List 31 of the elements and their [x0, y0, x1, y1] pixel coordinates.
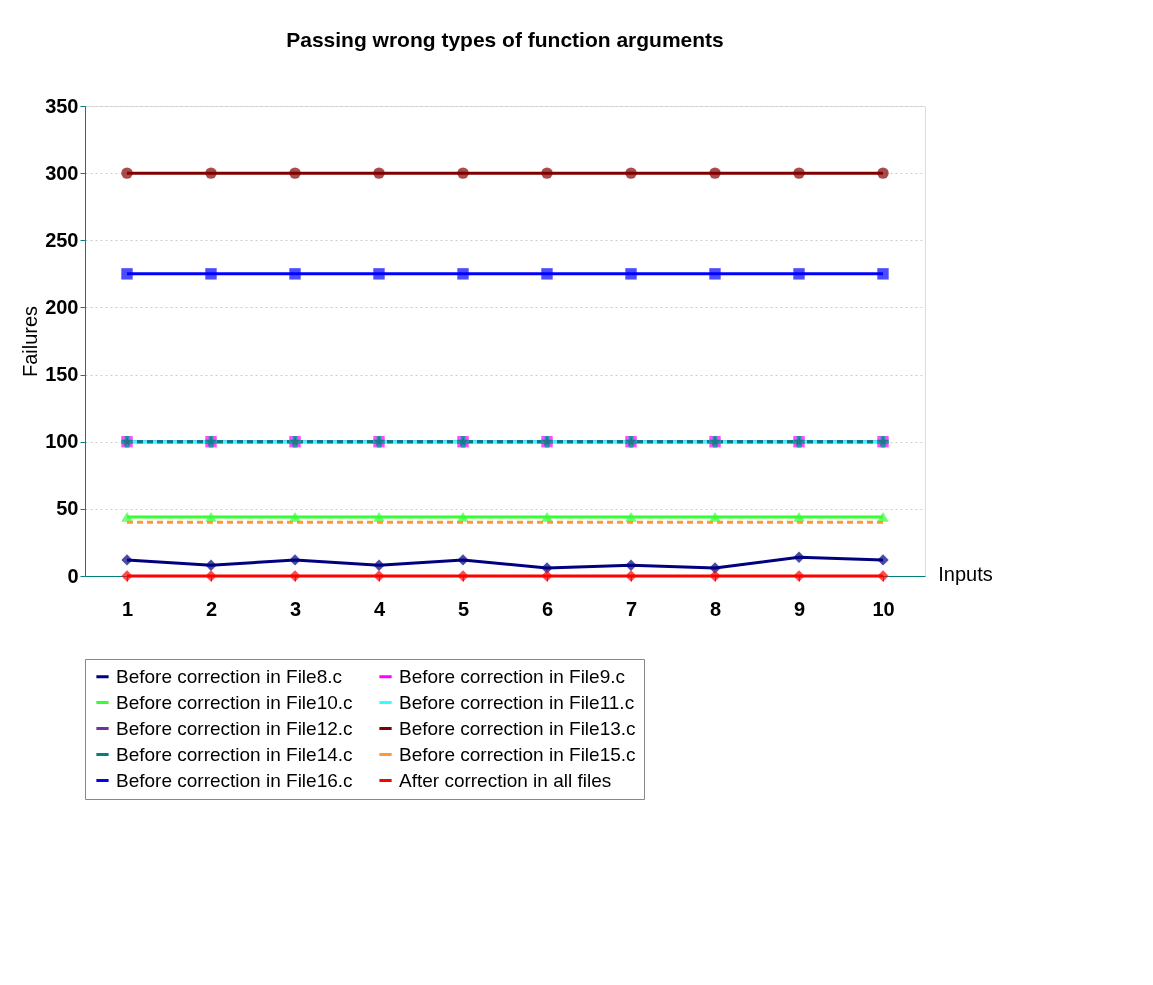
y-tick-label: 300: [45, 161, 79, 184]
legend-label: Before correction in File12.c: [116, 717, 353, 739]
x-axis-title: Inputs: [938, 562, 993, 585]
y-tick-label: 100: [45, 430, 79, 453]
legend-label: Before correction in File13.c: [399, 717, 636, 739]
y-tick-label: 150: [45, 363, 79, 386]
x-tick-label: 5: [457, 597, 470, 620]
x-tick-label: 2: [205, 597, 218, 620]
y-tick-label: 250: [45, 228, 79, 251]
legend-label: Before correction in File16.c: [116, 769, 353, 791]
x-tick-label: 7: [625, 597, 638, 620]
x-tick-label: 10: [872, 597, 895, 620]
chart-title: Passing wrong types of function arguments: [286, 28, 724, 51]
legend-label: Before correction in File11.c: [399, 691, 635, 713]
legend-label: Before correction in File8.c: [116, 665, 342, 687]
y-tick-label: 50: [56, 497, 79, 520]
legend-label: Before correction in File10.c: [116, 691, 353, 713]
x-tick-label: 6: [541, 597, 554, 620]
legend-label: Before correction in File15.c: [399, 743, 636, 765]
x-tick-label: 8: [709, 597, 722, 620]
legend-label: Before correction in File14.c: [116, 743, 353, 765]
y-tick-label: 0: [67, 564, 79, 587]
y-tick-label: 200: [45, 295, 79, 318]
y-axis-title: Failures: [19, 305, 42, 378]
legend-label: After correction in all files: [399, 769, 612, 791]
x-tick-label: 9: [793, 597, 806, 620]
x-tick-label: 4: [373, 597, 386, 620]
x-tick-label: 1: [121, 597, 134, 620]
x-tick-label: 3: [289, 597, 302, 620]
y-tick-label: 350: [45, 94, 79, 117]
legend-label: Before correction in File9.c: [399, 665, 625, 687]
